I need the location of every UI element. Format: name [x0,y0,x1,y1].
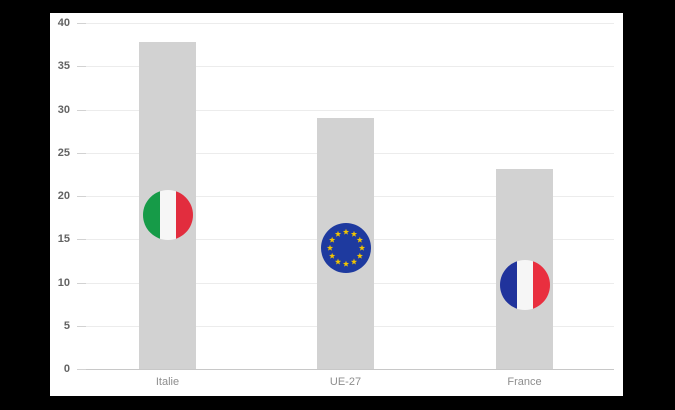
eu-star-icon [334,258,341,265]
y-tick-label: 35 [57,60,70,73]
eu-star-icon [342,260,349,267]
eu-star-icon [328,252,335,259]
x-axis-baseline [77,369,614,370]
y-tick-label: 25 [57,146,70,159]
flag-badge [320,222,371,273]
x-axis-label: France [507,376,542,388]
gridline [77,109,614,111]
eu-star-icon [334,230,341,237]
y-tick-label: 20 [57,190,70,202]
eu-star-icon [326,244,333,251]
x-axis-label: Italie [155,376,180,388]
eu-star-icon [342,228,349,235]
y-tick-label: 30 [57,103,70,116]
y-tick-label: 0 [63,363,70,375]
france-flag-icon [499,260,550,311]
eu-star-icon [350,230,357,237]
y-tick-label: 5 [63,319,70,332]
y-tick-label: 40 [57,17,70,29]
eu-star-icon [328,236,335,243]
bar-chart: 0 5 10 15 20 25 30 35 40 Italie UE-27 France [50,13,623,396]
eu-flag-icon [320,222,371,273]
eu-star-icon [356,236,363,243]
y-tick-label: 15 [57,233,70,246]
italy-flag-icon [142,190,193,241]
gridline [77,66,614,68]
eu-star-icon [350,258,357,265]
eu-star-icon [358,244,365,251]
gridline [77,23,614,24]
x-axis-label: UE-27 [329,376,362,388]
y-tick-label: 10 [57,276,70,289]
eu-star-icon [356,252,363,259]
flag-badge [142,190,193,241]
flag-badge [499,260,550,311]
